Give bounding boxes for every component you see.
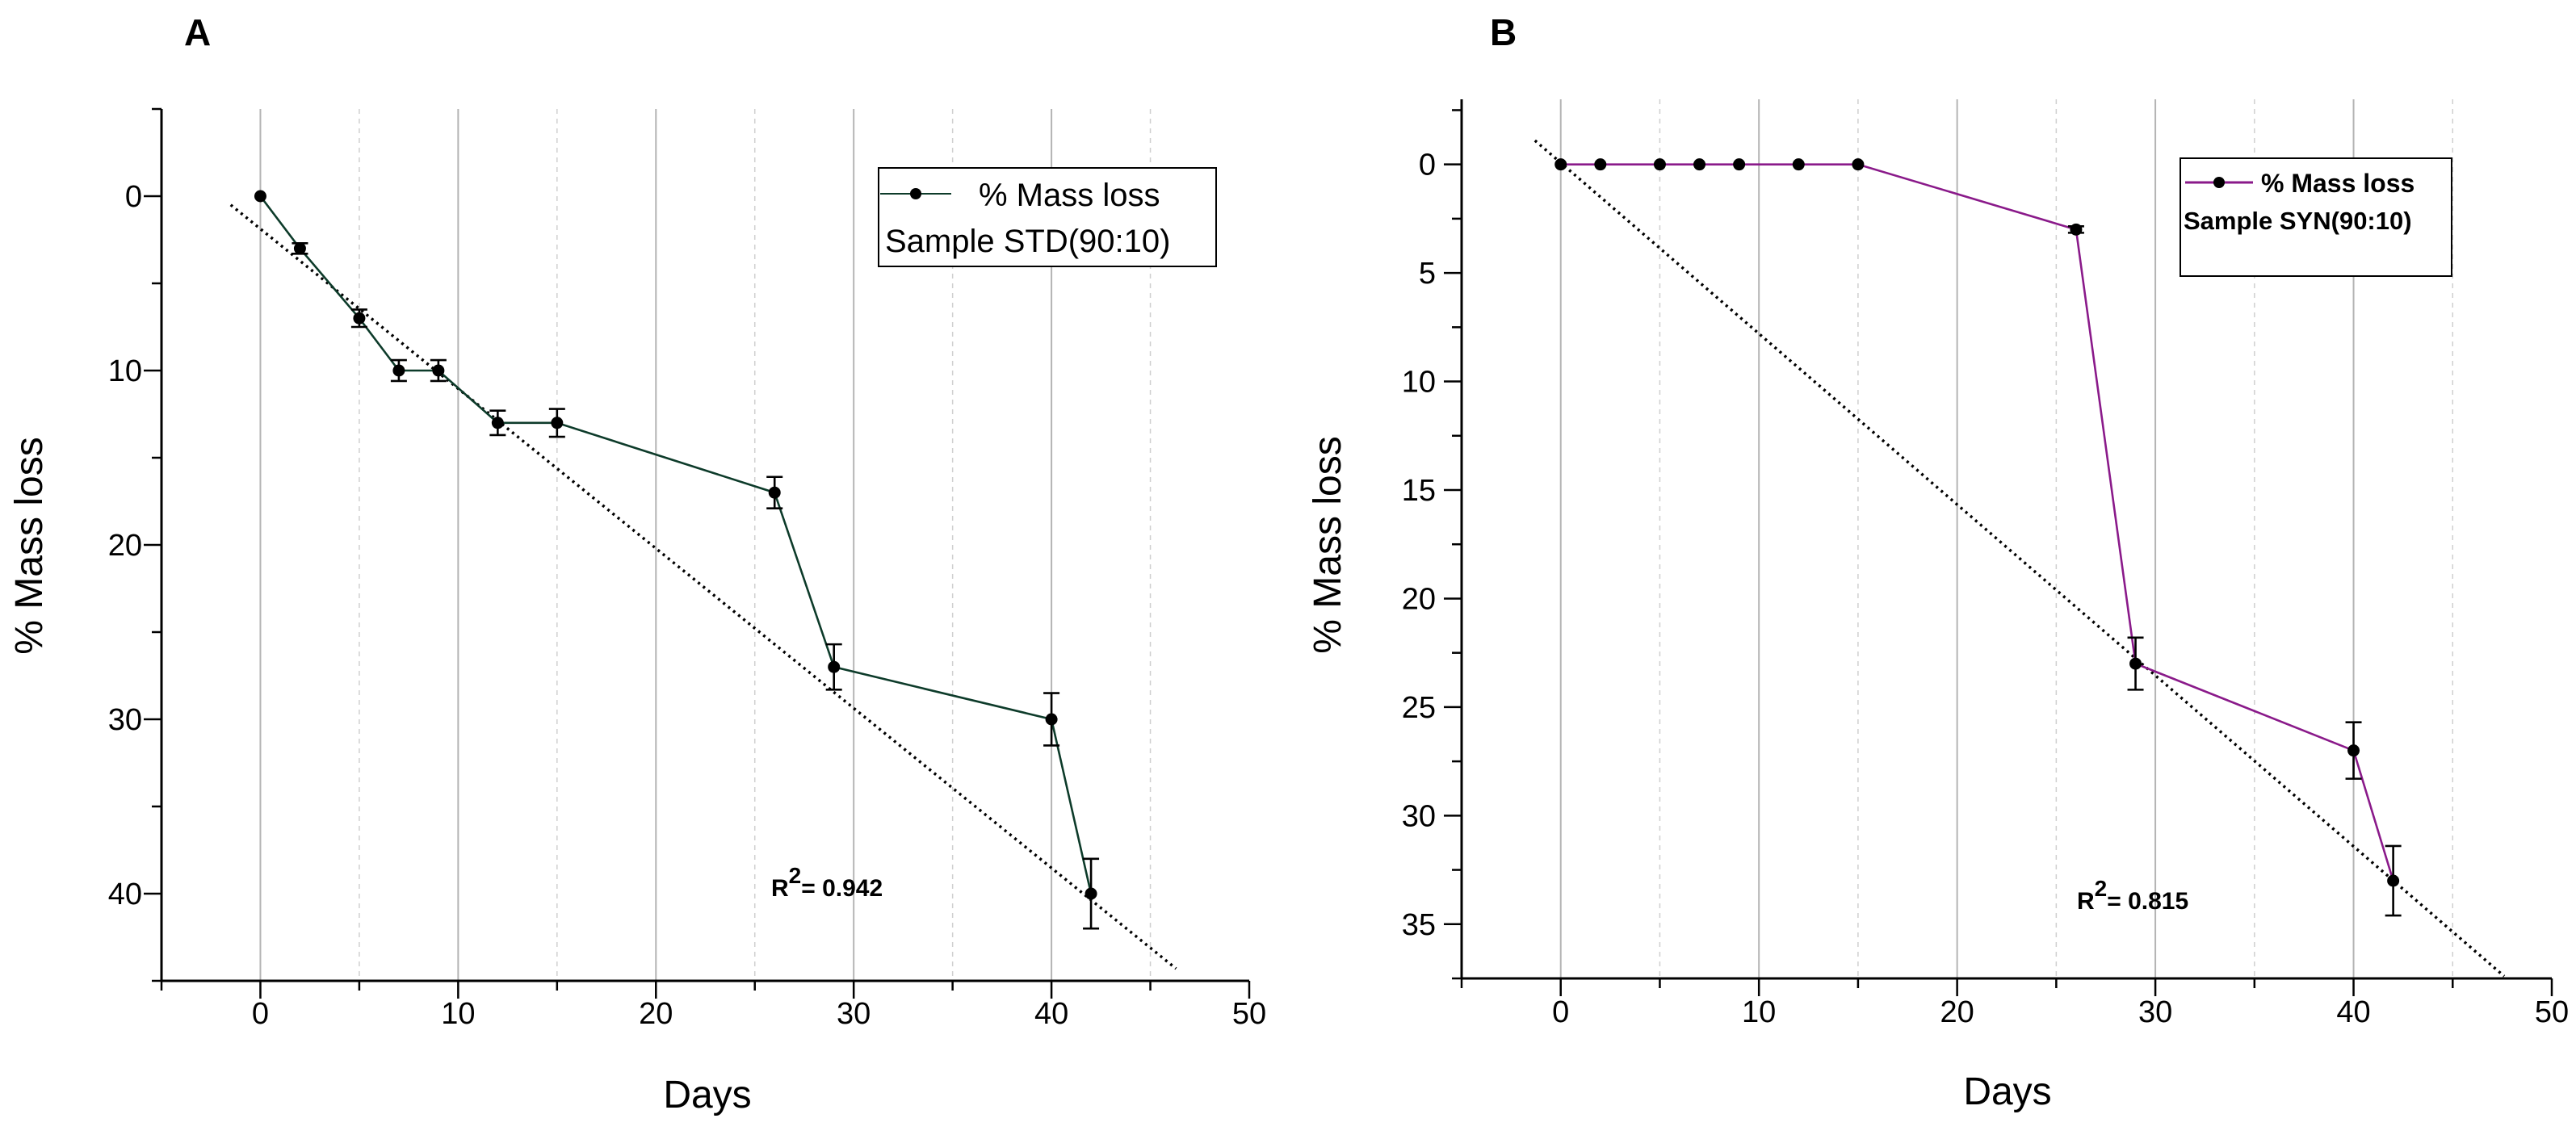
data-point: [1554, 158, 1567, 171]
trendline-group: [229, 203, 1177, 970]
data-point: [1852, 158, 1865, 171]
r-squared-superscript: 2: [789, 863, 802, 888]
panel-label: B: [1490, 11, 1517, 53]
legend-marker: [2213, 177, 2225, 188]
trendline-group: [1533, 139, 2506, 978]
y-axis-label: % Mass loss: [8, 437, 51, 654]
y-tick-label: 10: [108, 354, 142, 388]
r-squared-annotation: R2= 0.942: [771, 863, 883, 902]
data-point: [1085, 887, 1097, 900]
trendline: [229, 203, 1177, 970]
y-tick-label: 20: [1402, 582, 1436, 616]
y-tick-label: 15: [1402, 474, 1436, 508]
data-point: [2129, 657, 2142, 670]
data-point: [432, 364, 445, 377]
data-point: [254, 190, 266, 203]
data-point: [828, 660, 841, 673]
data-point: [491, 417, 504, 429]
x-tick-label: 40: [1034, 997, 1068, 1031]
r-squared-annotation: R2= 0.815: [2077, 876, 2188, 915]
legend-series-label: % Mass loss: [2261, 169, 2414, 198]
x-tick-label: 50: [2535, 995, 2569, 1029]
data-point: [392, 364, 405, 377]
y-tick-label: 30: [1402, 799, 1436, 833]
r-squared-prefix: R: [771, 875, 789, 902]
data-point: [1792, 158, 1805, 171]
series-line: [259, 195, 1093, 894]
x-tick-label: 10: [1742, 995, 1776, 1029]
r-squared-superscript: 2: [2095, 876, 2108, 901]
x-tick-label: 30: [837, 997, 871, 1031]
y-tick-label: 5: [1419, 257, 1436, 291]
y-tick-label: 30: [108, 703, 142, 737]
legend-marker: [910, 188, 921, 199]
data-point: [293, 242, 306, 255]
data-point: [768, 486, 781, 499]
y-tick-label: 25: [1402, 691, 1436, 725]
y-tick-label: 10: [1402, 366, 1436, 400]
data-point: [1045, 713, 1058, 726]
x-tick-label: 10: [441, 997, 475, 1031]
data-point: [1733, 158, 1746, 171]
legend-box: [2180, 157, 2452, 277]
data-point: [353, 312, 366, 325]
x-tick-label: 0: [252, 997, 269, 1031]
data-point: [1594, 158, 1607, 171]
panel-b: B 0 10 20 30 40 50 0 5 10 15 20 25 30 35 Days % Mass …: [1307, 11, 2569, 1113]
data-point: [1653, 158, 1666, 171]
data-point: [2387, 874, 2400, 887]
x-tick-label: 40: [2336, 995, 2370, 1029]
y-tick-label: 0: [1419, 149, 1436, 182]
data-point: [551, 417, 564, 429]
panel-a: A 0 10 20 30 40 50 0 10 20 30 40 Days % Mass loss …: [8, 11, 1266, 1116]
r-squared-prefix: R: [2077, 888, 2095, 915]
legend-box: [878, 167, 1217, 267]
r-squared-value: = 0.942: [801, 875, 883, 902]
grid-lines: [1559, 99, 2454, 978]
x-tick-label: 30: [2138, 995, 2172, 1029]
legend-series-label: % Mass loss: [979, 178, 1160, 213]
x-axis-label: Days: [663, 1074, 751, 1116]
y-tick-label: 20: [108, 529, 142, 563]
x-axis-label: Days: [1963, 1070, 2051, 1113]
tick-group: 0 10 20 30 40 50 0 10 20 30 40: [108, 107, 1266, 1031]
axes-group: [1460, 99, 2552, 980]
x-tick-label: 20: [639, 997, 673, 1031]
legend-sample-label: Sample STD(90:10): [885, 224, 1170, 259]
data-point: [2070, 223, 2083, 236]
y-tick-label: 0: [125, 180, 142, 214]
x-tick-label: 0: [1552, 995, 1569, 1029]
x-tick-label: 20: [1940, 995, 1974, 1029]
data-point: [2347, 744, 2360, 757]
legend-sample-label: Sample SYN(90:10): [2184, 207, 2412, 235]
trendline: [1533, 139, 2506, 978]
y-tick-label: 40: [108, 878, 142, 911]
grid-lines: [259, 109, 1152, 981]
r-squared-value: = 0.815: [2107, 888, 2188, 915]
x-tick-label: 50: [1232, 997, 1266, 1031]
y-tick-label: 35: [1402, 908, 1436, 942]
legend: % Mass loss Sample SYN(90:10): [2180, 157, 2452, 277]
legend: % Mass loss Sample STD(90:10): [878, 167, 1217, 267]
panel-label: A: [184, 11, 211, 53]
y-axis-label: % Mass loss: [1307, 436, 1349, 653]
series-group: [1554, 158, 2402, 917]
data-point: [1693, 158, 1706, 171]
series-group: [254, 190, 1100, 930]
tick-group: 0 10 20 30 40 50 0 5 10 15 20 25 30 35: [1402, 109, 2569, 1029]
